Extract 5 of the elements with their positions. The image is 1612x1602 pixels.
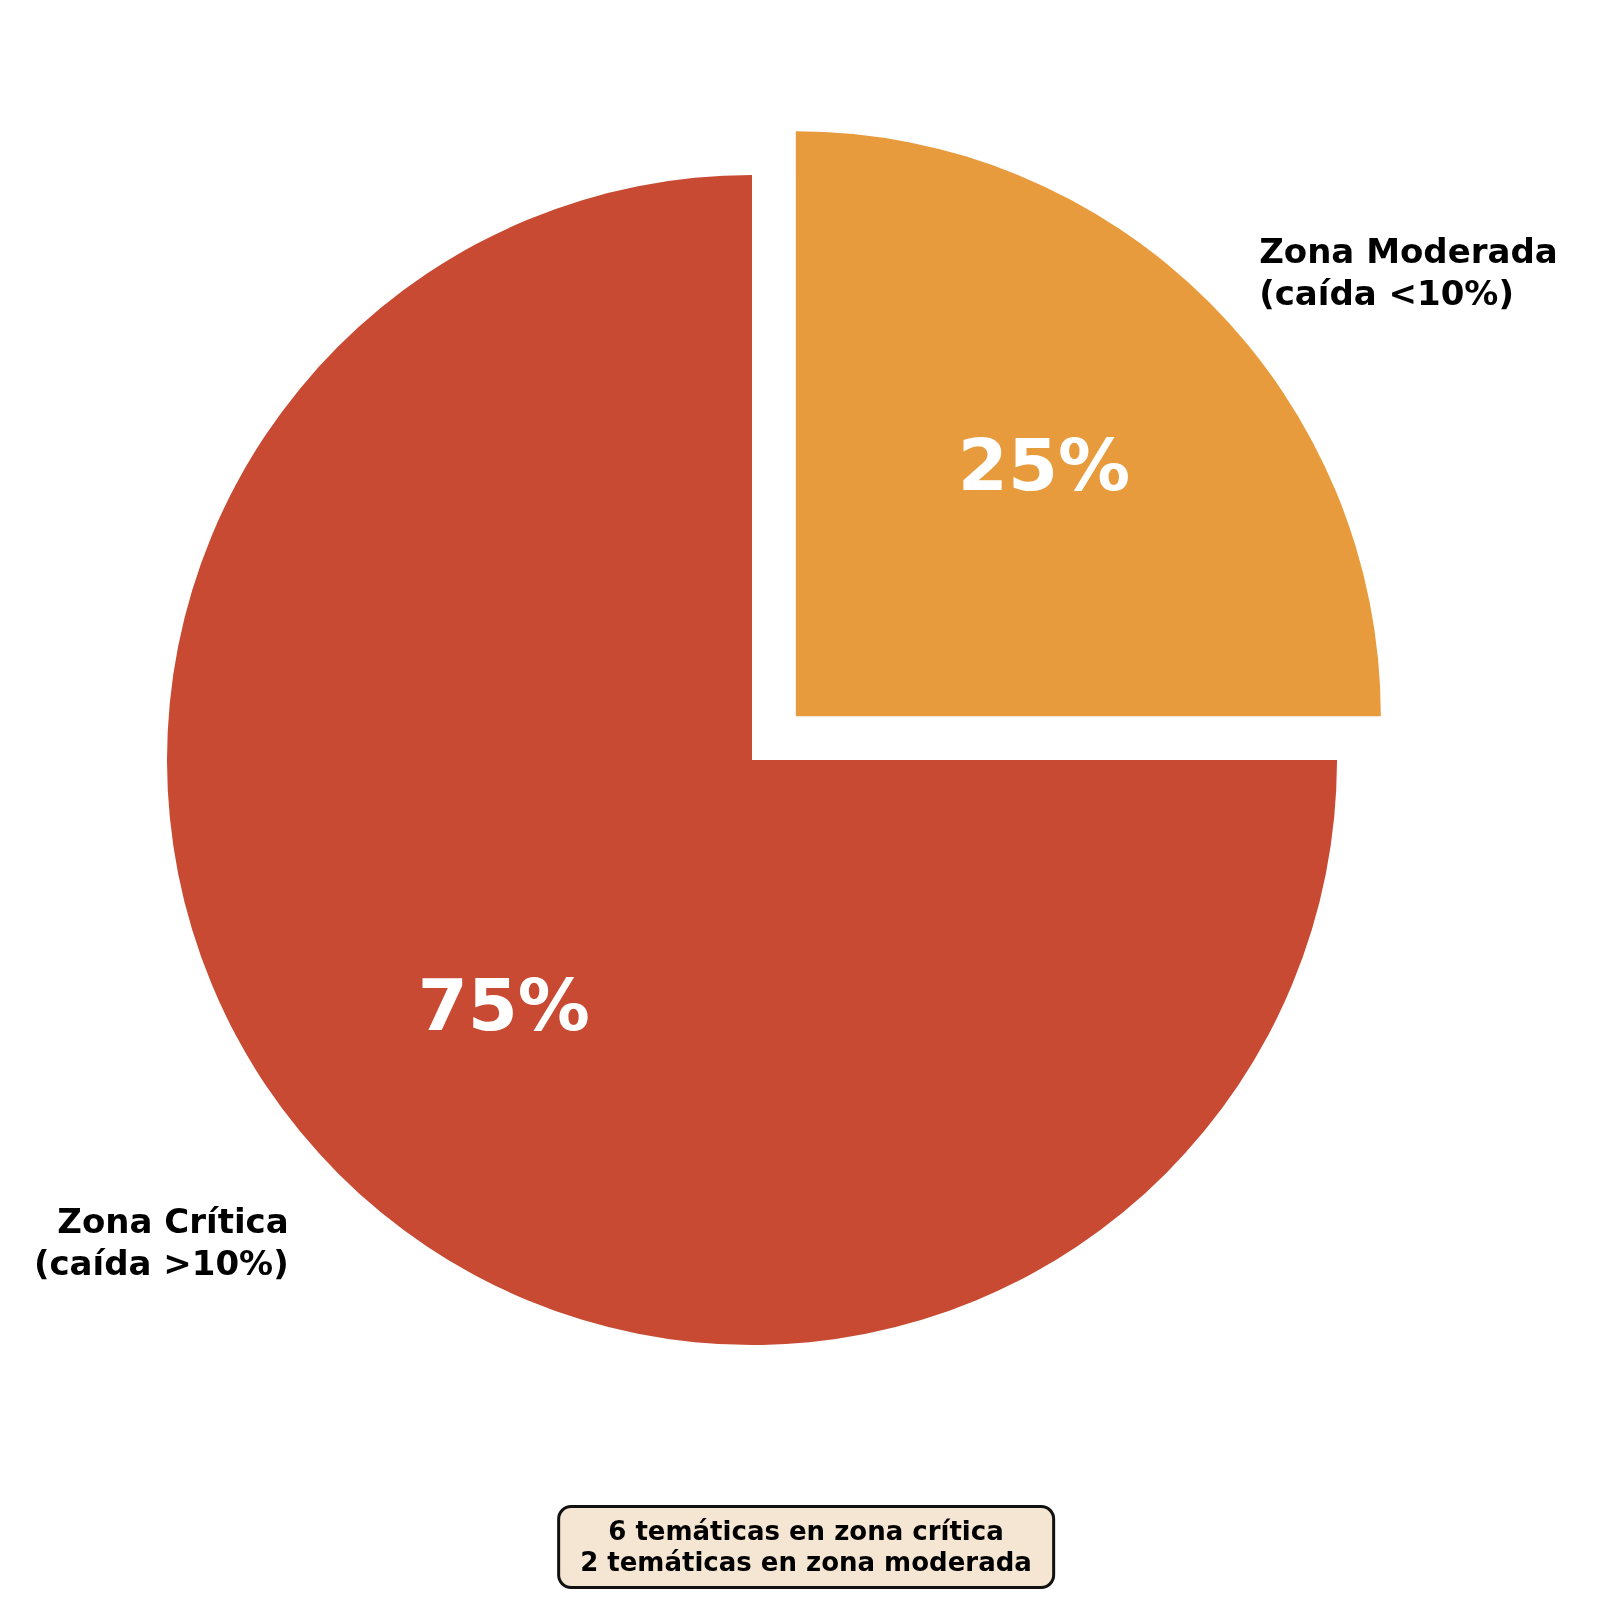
slice-label: Zona Moderada (caída <10%) xyxy=(1259,230,1558,313)
slice-label: Zona Crítica (caída >10%) xyxy=(33,1201,289,1284)
text: 6 temáticas en zona crítica 2 temáticas en zona moderada xyxy=(557,1505,1055,1590)
data-label: 25% xyxy=(957,422,1131,507)
data-label: 75% xyxy=(417,963,590,1048)
